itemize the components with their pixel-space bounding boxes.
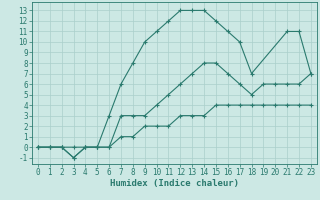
X-axis label: Humidex (Indice chaleur): Humidex (Indice chaleur)	[110, 179, 239, 188]
